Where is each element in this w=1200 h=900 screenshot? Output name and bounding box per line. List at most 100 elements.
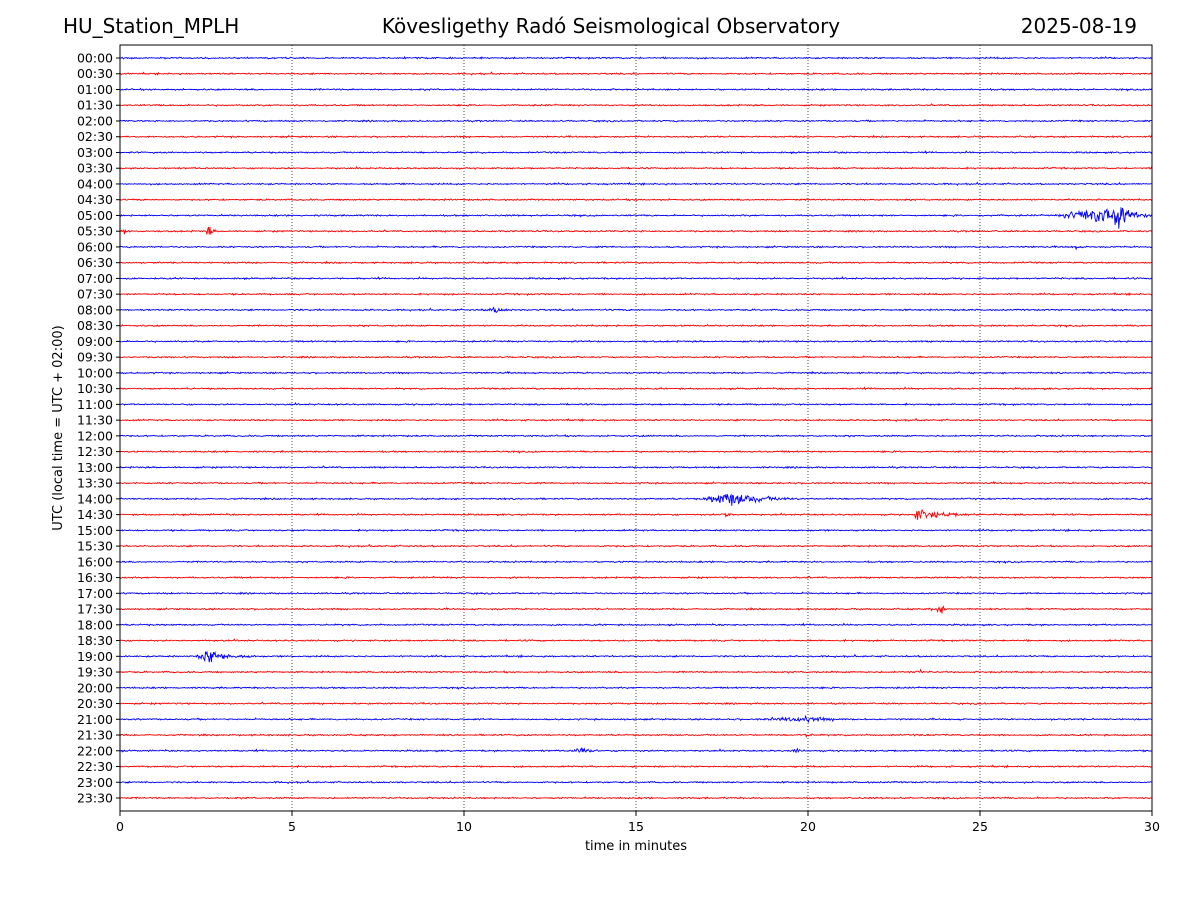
x-tick-label: 25	[972, 819, 988, 834]
row-label: 22:00	[77, 743, 113, 758]
row-labels: 00:0000:3001:0001:3002:0002:3003:0003:30…	[77, 51, 120, 806]
x-tick-labels: 0 5 10 15 20 25 30	[116, 811, 1160, 834]
trace-0400	[119, 181, 1153, 187]
row-label: 04:00	[77, 176, 113, 191]
row-label: 20:00	[77, 680, 113, 695]
row-label: 12:30	[77, 444, 113, 459]
row-label: 06:30	[77, 255, 113, 270]
trace-2330	[119, 796, 1153, 801]
trace-1930	[119, 668, 1153, 674]
row-label: 19:30	[77, 665, 113, 680]
row-label: 11:00	[77, 397, 113, 412]
trace-1030	[119, 386, 1153, 391]
row-label: 17:00	[77, 586, 113, 601]
observatory-title: Kövesligethy Radó Seismological Observat…	[381, 14, 841, 38]
trace-2130	[119, 732, 1153, 738]
trace-0130	[119, 103, 1153, 107]
row-label: 12:00	[77, 428, 113, 443]
row-label: 14:00	[77, 491, 113, 506]
trace-0230	[119, 134, 1153, 139]
trace-1000	[119, 370, 1153, 375]
trace-0300	[119, 150, 1153, 155]
trace-0600	[119, 244, 1153, 251]
trace-1230	[119, 449, 1153, 454]
trace-0200	[119, 118, 1153, 123]
trace-2030	[119, 701, 1153, 706]
trace-0730	[119, 292, 1153, 297]
trace-0930	[120, 355, 1153, 360]
row-label: 18:30	[77, 633, 113, 648]
traces	[119, 55, 1153, 801]
trace-1500	[119, 528, 1153, 533]
trace-0900	[119, 339, 1153, 344]
row-label: 19:00	[77, 649, 113, 664]
trace-0330	[119, 165, 1153, 171]
trace-1900	[119, 650, 1153, 663]
x-tick-label: 10	[456, 819, 472, 834]
row-label: 23:00	[77, 775, 113, 790]
row-label: 01:00	[77, 82, 113, 97]
trace-0800	[119, 306, 1153, 313]
row-label: 00:00	[77, 51, 113, 66]
row-label: 22:30	[77, 759, 113, 774]
row-label: 03:30	[77, 161, 113, 176]
row-label: 15:30	[77, 539, 113, 554]
row-label: 07:00	[77, 271, 113, 286]
trace-0500	[119, 207, 1153, 229]
row-label: 23:30	[77, 791, 113, 806]
x-tick-label: 15	[628, 819, 644, 834]
grid-lines	[291, 45, 981, 811]
trace-0430	[119, 197, 1153, 202]
date-label: 2025-08-19	[1020, 14, 1137, 38]
row-label: 07:30	[77, 287, 113, 302]
trace-1630	[119, 575, 1153, 580]
trace-0100	[119, 87, 1153, 92]
trace-2230	[119, 764, 1153, 769]
trace-2000	[119, 685, 1153, 690]
row-label: 14:30	[77, 507, 113, 522]
trace-1100	[119, 402, 1153, 407]
trace-1730	[119, 605, 1153, 614]
row-label: 15:00	[77, 523, 113, 538]
row-label: 21:30	[77, 728, 113, 743]
trace-1300	[119, 465, 1153, 470]
trace-0530	[119, 226, 1153, 235]
row-label: 21:00	[77, 712, 113, 727]
row-label: 10:00	[77, 365, 113, 380]
trace-1400	[119, 493, 1153, 506]
row-label: 10:30	[77, 381, 113, 396]
row-label: 09:30	[77, 350, 113, 365]
station-name: HU_Station_MPLH	[63, 14, 240, 38]
row-label: 13:30	[77, 476, 113, 491]
x-axis-label: time in minutes	[585, 839, 687, 854]
row-label: 02:00	[77, 113, 113, 128]
row-label: 05:00	[77, 208, 113, 223]
trace-0000	[120, 55, 1153, 60]
row-label: 08:00	[77, 302, 113, 317]
trace-1530	[119, 543, 1153, 549]
trace-0830	[119, 323, 1153, 328]
row-label: 18:00	[77, 617, 113, 632]
row-label: 13:00	[77, 460, 113, 475]
row-label: 06:00	[77, 239, 113, 254]
trace-1600	[119, 560, 1153, 565]
x-tick-label: 20	[800, 819, 816, 834]
trace-1130	[119, 417, 1153, 423]
trace-1330	[119, 481, 1153, 486]
trace-1800	[119, 622, 1152, 627]
y-axis-label: UTC (local time = UTC + 02:00)	[51, 325, 66, 530]
row-label: 09:00	[77, 334, 113, 349]
x-tick-label: 30	[1144, 819, 1160, 834]
row-label: 04:30	[77, 192, 113, 207]
row-label: 17:30	[77, 602, 113, 617]
row-label: 05:30	[77, 224, 113, 239]
trace-2200	[119, 747, 1153, 754]
row-label: 08:30	[77, 318, 113, 333]
trace-0030	[119, 71, 1153, 76]
trace-2100	[119, 714, 1153, 724]
trace-1830	[119, 638, 1153, 643]
row-label: 20:30	[77, 696, 113, 711]
row-label: 02:30	[77, 129, 113, 144]
row-label: 00:30	[77, 66, 113, 81]
